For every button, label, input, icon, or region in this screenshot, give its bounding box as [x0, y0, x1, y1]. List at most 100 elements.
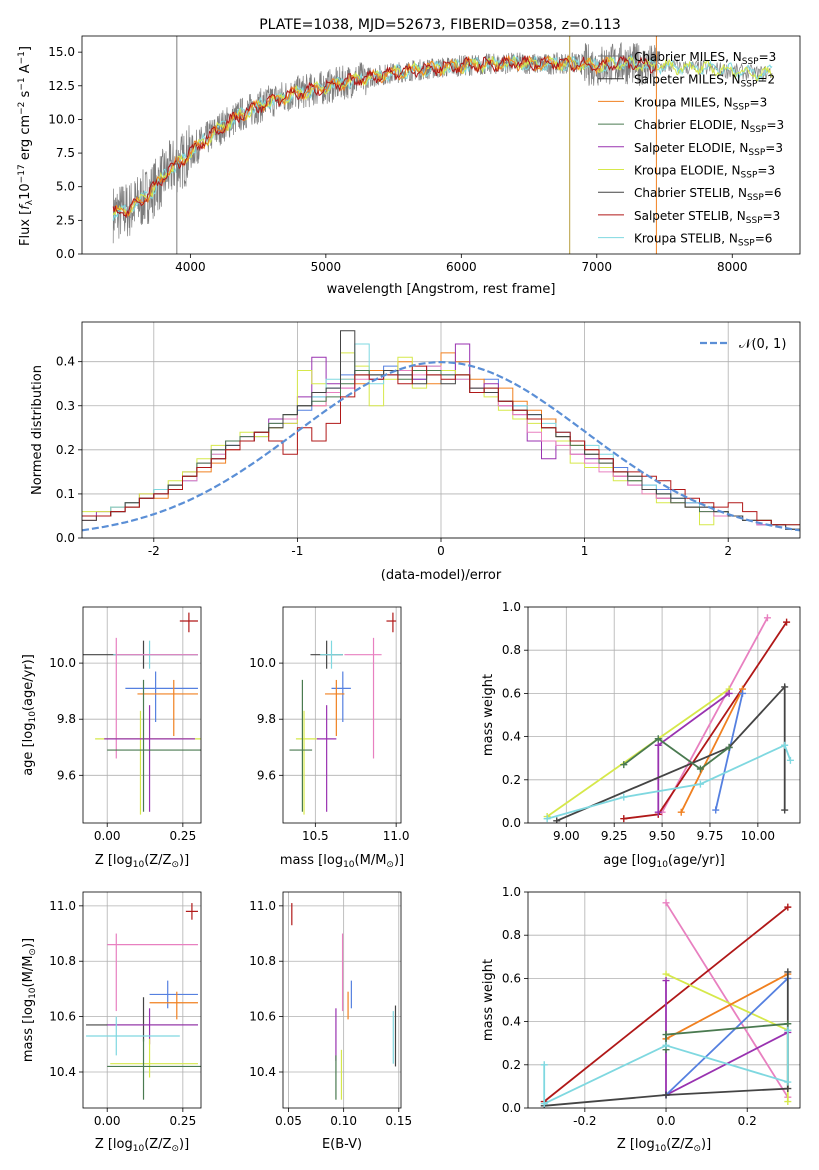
label-part: )] [179, 853, 189, 868]
label-part: 10 [656, 860, 668, 870]
weight-series [712, 689, 747, 814]
x-axis-label: (data-model)/error [381, 568, 502, 583]
y-tick-label: 10.6 [249, 1010, 276, 1024]
label-part: )] [394, 853, 404, 868]
y-tick-label: 1.0 [502, 600, 521, 614]
axes-frame [81, 35, 801, 255]
axes-frame [82, 891, 202, 1109]
label-part: Salpeter MILES, N [634, 73, 741, 87]
label-part: Salpeter STELIB, N [634, 209, 746, 223]
weight-marker [620, 815, 628, 823]
error-bar-point [95, 710, 201, 815]
y-axis-label: mass weight [481, 959, 496, 1041]
y-tick-label: 9.8 [257, 712, 276, 726]
plot-area [83, 612, 201, 815]
plot-area [82, 330, 800, 532]
legend-entry: Kroupa STELIB, NSSP=6 [634, 232, 772, 249]
label-part: −2 [17, 102, 27, 115]
error-bar-point [107, 1038, 201, 1100]
y-tick-label: 0.2 [56, 443, 75, 457]
y-tick-label: 0.0 [502, 1101, 521, 1115]
weight-marker [784, 1085, 792, 1093]
x-tick-label: 0 [437, 544, 445, 558]
label-part: SSP [733, 102, 750, 112]
weight-series [620, 735, 733, 773]
legend-entry: 𝒩(0, 1) [739, 337, 786, 352]
label-part: SSP [746, 216, 763, 226]
weight-line [546, 688, 730, 818]
x-tick-label: 7000 [582, 260, 613, 274]
x-tick-label: 4000 [175, 260, 206, 274]
y-tick-label: 0.4 [502, 1015, 521, 1029]
weight-line [661, 617, 769, 813]
label-part: 10 [28, 987, 38, 999]
x-tick-label: 0.0 [656, 1114, 675, 1128]
y-axis-label: Flux [fλ10−17 erg cm−2 s−1 A−1] [17, 46, 35, 246]
error-bar-point [137, 679, 198, 737]
y-tick-label: 11.0 [249, 899, 276, 913]
y-tick-label: 0.8 [502, 928, 521, 942]
label-part: (Z/Z [144, 853, 171, 868]
label-part: Kroupa STELIB, N [634, 232, 738, 246]
y-tick-label: 0.6 [502, 971, 521, 985]
axes-spectrum: 4000 5000 6000 7000 8000 0.0 2.5 5.0 7.5 10.0 12.5… [48, 35, 801, 274]
y-axis-label: mass [log10(M/M⊙)] [21, 938, 38, 1062]
label-part: (Z/Z [144, 1137, 171, 1152]
weight-marker [543, 815, 551, 823]
label-part: )] [21, 938, 36, 948]
x-tick-label: 9.50 [649, 829, 676, 843]
label-part: =6 [755, 232, 773, 246]
histogram-series [82, 365, 800, 526]
legend-entry: Salpeter ELODIE, NSSP=3 [634, 141, 783, 158]
y-tick-label: 10.0 [49, 656, 76, 670]
weight-marker [662, 1091, 670, 1099]
y-tick-label: 10.4 [49, 1065, 76, 1079]
legend-entry: Chabrier ELODIE, NSSP=3 [634, 118, 784, 135]
weight-line [665, 973, 789, 1040]
error-bar-point [86, 997, 198, 1042]
weight-marker [696, 765, 704, 773]
y-tick-label: 7.5 [56, 146, 75, 160]
axes-mass-vs-EBV: 0.05 0.10 0.15 10.4 10.6 10.8 11.0 [249, 891, 412, 1128]
x-tick-label: 9.00 [553, 829, 580, 843]
x-tick-label: 5000 [311, 260, 342, 274]
y-tick-label: 0.0 [56, 531, 75, 545]
error-bar-point [104, 705, 195, 812]
label-part: f [18, 203, 33, 210]
weight-marker [553, 817, 561, 823]
y-tick-label: 9.8 [57, 712, 76, 726]
label-part: SSP [748, 148, 765, 158]
weight-series [543, 741, 794, 823]
weight-marker [662, 1041, 670, 1049]
error-bar-point [325, 679, 345, 737]
axes-mass-vs-Z: 0.00 0.25 10.4 10.6 10.8 11.0 [49, 891, 202, 1128]
y-axis-label: age [log10(age/yr)] [21, 654, 38, 776]
x-tick-label: 1 [581, 544, 589, 558]
axes-frame [282, 606, 402, 824]
x-axis-label: age [log10(age/yr)] [603, 853, 725, 870]
y-tick-label: 15.0 [48, 45, 75, 59]
label-part: erg cm [18, 115, 33, 164]
label-part: (age/yr)] [668, 853, 725, 868]
weight-marker [786, 756, 794, 764]
gaussian-curve [82, 360, 800, 532]
label-part: s [18, 90, 33, 101]
label-part: )] [179, 1137, 189, 1152]
error-bar-point [331, 671, 351, 723]
y-axis-label: mass weight [481, 674, 496, 756]
label-part: Kroupa MILES, N [634, 95, 733, 109]
label-part: (age/yr)] [21, 654, 36, 711]
weight-series [658, 614, 771, 816]
label-part: =3 [759, 50, 777, 64]
x-axis-label: Z [log10(Z/Z⊙)] [95, 853, 189, 870]
weight-marker [784, 968, 792, 976]
label-part: Z [log [95, 1137, 133, 1152]
weight-marker [620, 761, 628, 769]
x-tick-label: 0.25 [169, 1114, 196, 1128]
error-bar-point [344, 637, 382, 759]
label-part: =3 [766, 118, 784, 132]
x-axis-label: mass [log10(M/M⊙)] [280, 853, 404, 870]
weight-marker [781, 741, 789, 749]
y-tick-label: 0.4 [56, 355, 75, 369]
label-part: Z [log [617, 1137, 655, 1152]
